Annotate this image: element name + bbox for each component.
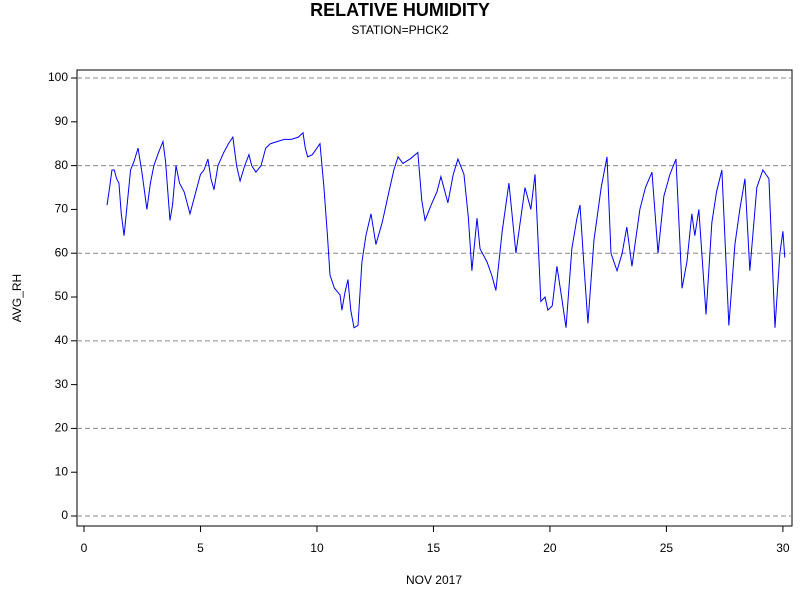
chart-subtitle: STATION=PHCK2 bbox=[351, 23, 449, 37]
x-tick-label: 30 bbox=[776, 541, 790, 555]
y-tick-label: 0 bbox=[61, 508, 68, 522]
y-tick-label: 10 bbox=[55, 464, 69, 478]
x-tick-label: 0 bbox=[81, 541, 88, 555]
y-tick-label: 90 bbox=[55, 114, 69, 128]
y-tick-label: 80 bbox=[55, 158, 69, 172]
y-tick-label: 50 bbox=[55, 289, 69, 303]
x-tick-label: 25 bbox=[660, 541, 674, 555]
chart-title: RELATIVE HUMIDITY bbox=[310, 0, 490, 20]
x-tick-label: 10 bbox=[310, 541, 324, 555]
x-tick-label: 15 bbox=[427, 541, 441, 555]
x-tick-label: 20 bbox=[543, 541, 557, 555]
y-axis-label: AVG_RH bbox=[10, 274, 24, 322]
x-axis-label: NOV 2017 bbox=[406, 573, 462, 587]
y-tick-label: 30 bbox=[55, 377, 69, 391]
data-line bbox=[106, 131, 786, 329]
y-tick-label: 40 bbox=[55, 333, 69, 347]
y-tick-label: 100 bbox=[48, 70, 68, 84]
x-tick-label: 5 bbox=[197, 541, 204, 555]
plot-frame bbox=[76, 69, 793, 527]
y-tick-label: 60 bbox=[55, 245, 69, 259]
y-tick-label: 70 bbox=[55, 202, 69, 216]
y-tick-label: 20 bbox=[55, 421, 69, 435]
